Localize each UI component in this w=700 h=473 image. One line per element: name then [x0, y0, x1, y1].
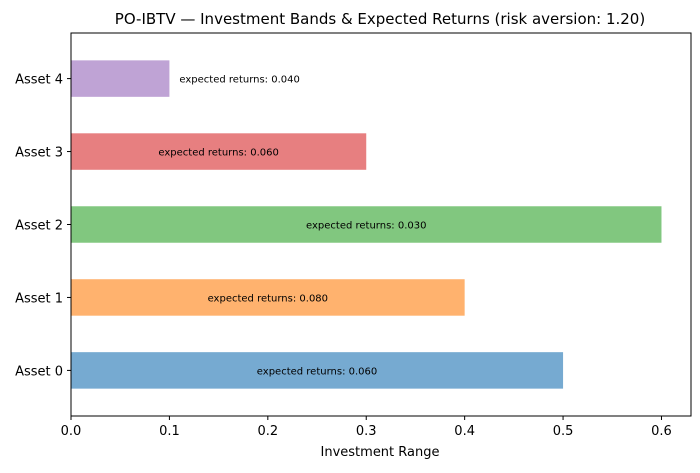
bars-layer: [71, 60, 662, 389]
y-tick-label: Asset 1: [15, 291, 63, 306]
x-tick-label: 0.3: [356, 424, 377, 439]
bar-annotation: expected returns: 0.060: [257, 366, 377, 377]
annotations-layer: expected returns: 0.060 expected returns:…: [158, 75, 426, 378]
bar-asset-4: [71, 60, 170, 97]
bar-annotation: expected returns: 0.030: [306, 221, 426, 232]
x-tick-label: 0.6: [651, 424, 672, 439]
bar-asset-1: [71, 279, 465, 316]
y-tick-label: Asset 3: [15, 146, 63, 161]
bar-asset-3: [71, 133, 367, 170]
x-axis-label: Investment Range: [321, 445, 440, 460]
y-tick-label: Asset 4: [15, 73, 63, 88]
x-tick-label: 0.5: [553, 424, 574, 439]
y-tick-label: Asset 0: [15, 364, 63, 379]
y-tick-label: Asset 2: [15, 219, 63, 234]
y-axis: Asset 0 Asset 1 Asset 2 Asset 3 Asset 4: [15, 73, 71, 379]
bar-asset-0: [71, 352, 564, 389]
x-tick-label: 0.4: [454, 424, 475, 439]
bar-annotation: expected returns: 0.080: [208, 293, 328, 304]
x-tick-label: 0.1: [159, 424, 180, 439]
bar-asset-2: [71, 206, 662, 243]
x-tick-label: 0.2: [257, 424, 278, 439]
x-axis: 0.0 0.1 0.2 0.3 0.4 0.5 0.6: [61, 416, 672, 439]
x-tick-label: 0.0: [61, 424, 82, 439]
bar-annotation: expected returns: 0.040: [179, 75, 299, 86]
bar-annotation: expected returns: 0.060: [158, 148, 278, 159]
chart-title: PO-IBTV — Investment Bands & Expected Re…: [115, 10, 645, 28]
